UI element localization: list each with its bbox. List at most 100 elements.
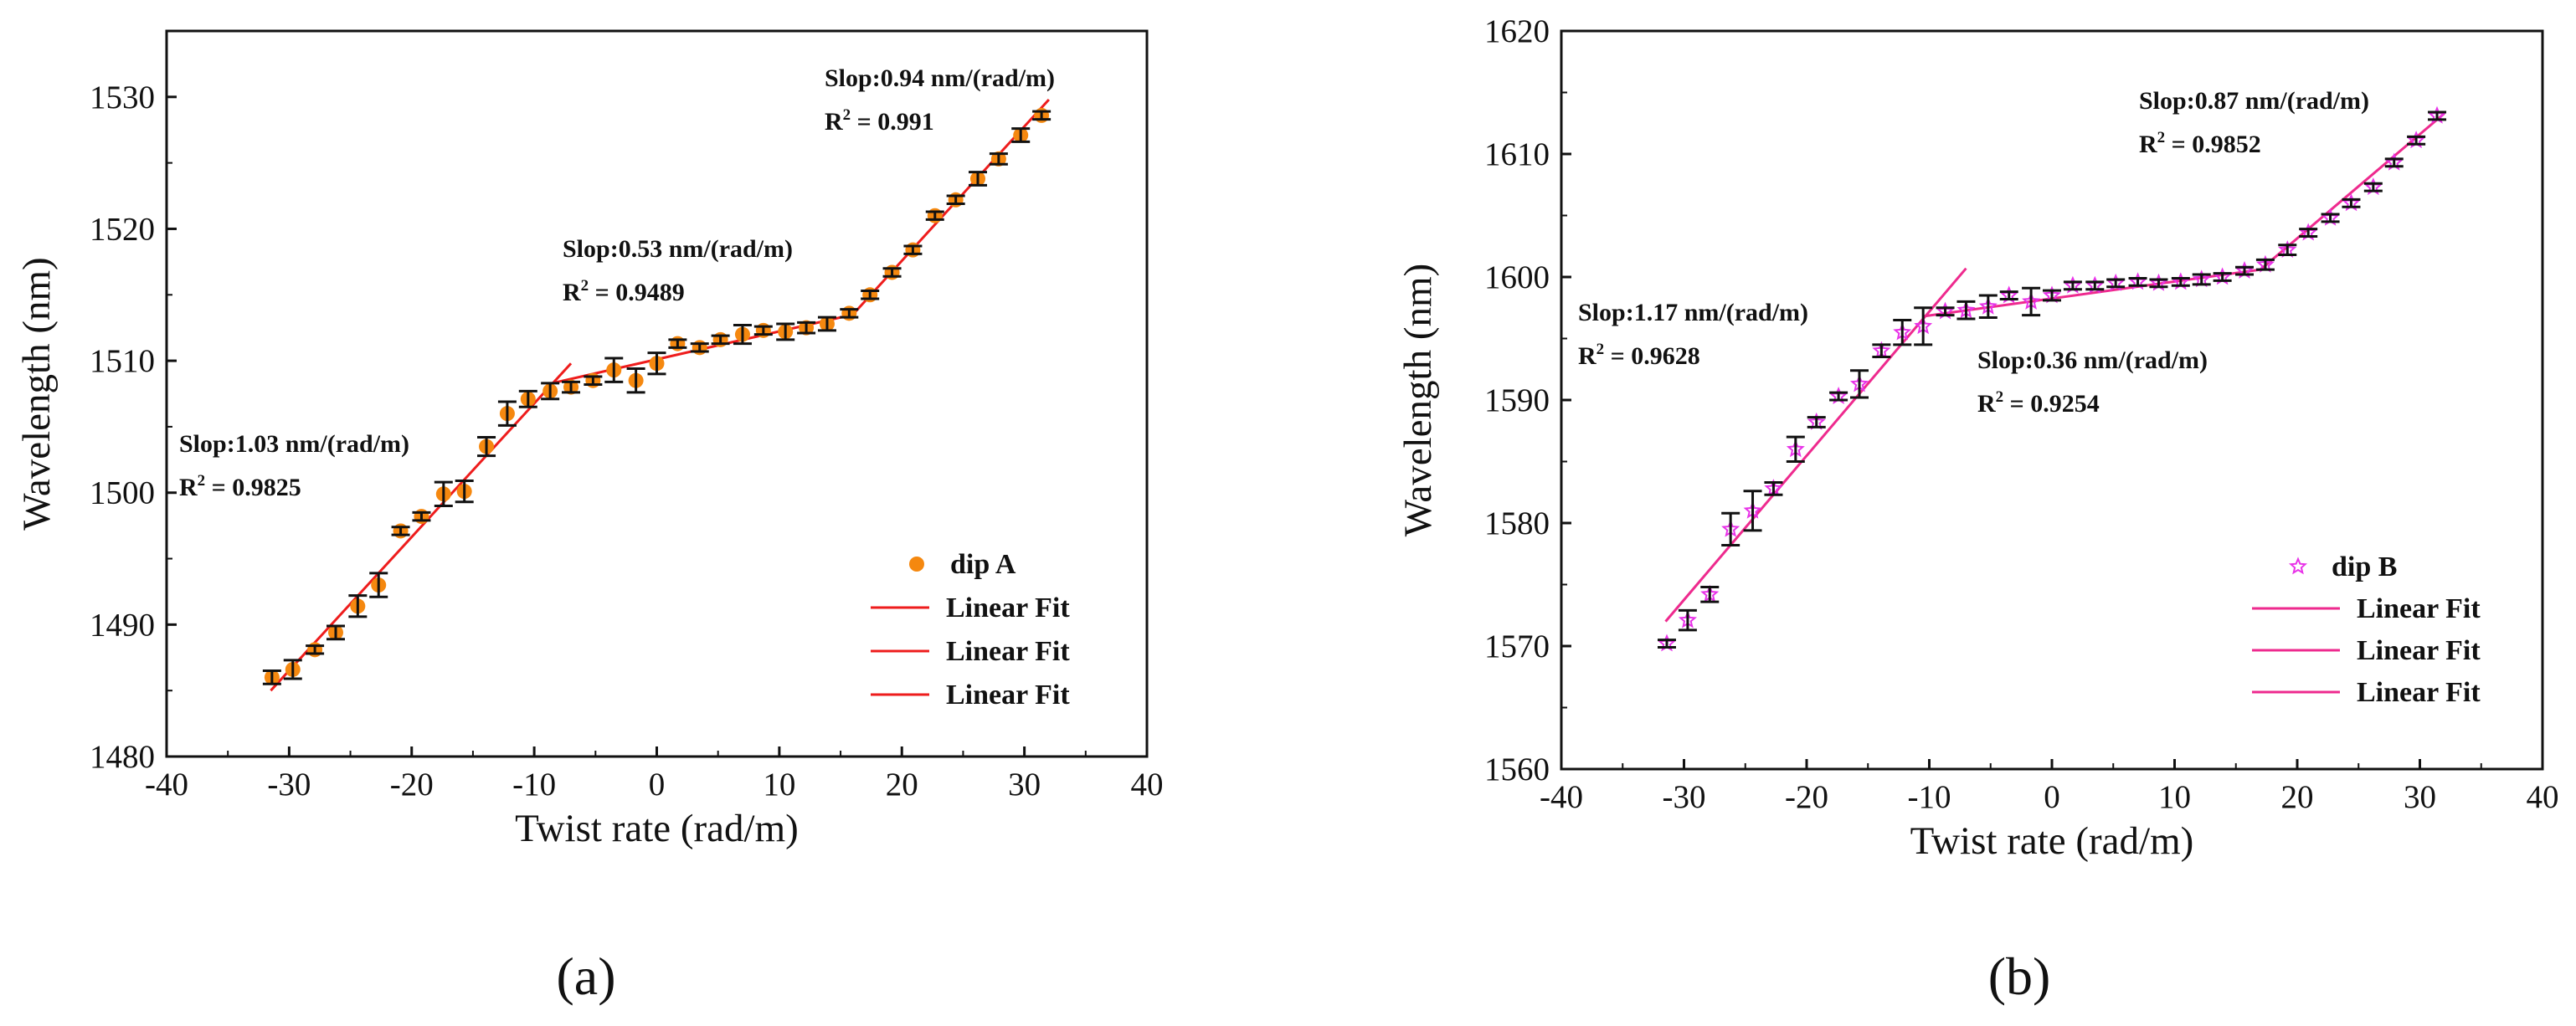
data-point <box>626 367 645 394</box>
data-point <box>326 624 345 641</box>
r-squared-superscript: 2 <box>581 277 589 295</box>
data-point <box>518 389 537 408</box>
x-tick-label: 20 <box>2281 779 2314 815</box>
data-point <box>1936 301 1955 320</box>
data-point <box>412 509 431 525</box>
r-squared-symbol: R <box>825 108 843 136</box>
r-squared-annotation: R2 = 0.9825 <box>179 472 301 501</box>
data-point <box>1872 341 1891 359</box>
data-point <box>2106 273 2126 291</box>
linear-fit-line-1 <box>1664 267 1967 623</box>
data-point <box>2406 131 2426 149</box>
r-squared-annotation: R2 = 0.9628 <box>1578 341 1700 370</box>
data-point <box>1032 107 1051 123</box>
data-point <box>1657 634 1676 652</box>
r-squared-value: = 0.9254 <box>2003 390 2100 418</box>
x-tick-label: 10 <box>2158 779 2191 815</box>
data-point <box>477 436 496 458</box>
slope-annotation: Slop:0.36 nm/(rad/m) <box>1977 346 2208 374</box>
data-point <box>262 669 281 685</box>
x-axis-title: Twist rate (rad/m) <box>1910 819 2194 863</box>
data-point <box>2363 177 2383 196</box>
y-tick-label: 1520 <box>90 211 155 247</box>
data-point <box>1678 608 1698 632</box>
data-point <box>817 315 836 332</box>
data-point <box>434 480 453 507</box>
data-point <box>2384 152 2404 171</box>
data-point <box>903 242 923 258</box>
data-point <box>882 264 902 280</box>
y-tick-label: 1530 <box>90 80 155 115</box>
r-squared-annotation: R2 = 0.9489 <box>563 277 685 306</box>
x-tick-label: 40 <box>2527 779 2559 815</box>
x-axis-title: Twist rate (rad/m) <box>515 807 799 850</box>
data-point <box>1807 412 1826 430</box>
r-squared-superscript: 2 <box>843 106 851 124</box>
r-squared-symbol: R <box>1977 390 1996 418</box>
data-point <box>861 287 880 303</box>
data-point <box>2234 260 2255 280</box>
slope-annotation: Slop:0.87 nm/(rad/m) <box>2139 87 2369 115</box>
x-tick-label: 0 <box>2044 779 2060 815</box>
data-point <box>562 379 581 395</box>
legend-label: Linear Fit <box>2357 593 2481 624</box>
data-point <box>647 351 666 376</box>
y-tick-label: 1590 <box>1484 382 1550 418</box>
data-point <box>776 322 795 341</box>
y-tick-label: 1610 <box>1484 136 1550 172</box>
r-squared-value: = 0.9489 <box>589 279 685 306</box>
r-squared-superscript: 2 <box>1597 341 1605 358</box>
x-tick-label: -10 <box>1908 779 1951 815</box>
legend-label: Linear Fit <box>946 680 1070 711</box>
data-point <box>1978 294 1998 320</box>
x-tick-label: -40 <box>145 767 188 803</box>
r-squared-annotation: R2 = 0.9254 <box>1977 388 2100 418</box>
data-point <box>2342 193 2361 212</box>
y-tick-label: 1510 <box>90 343 155 379</box>
data-point <box>2299 223 2318 241</box>
chart-panel-a: -40 -30 -20 -10 0 10 20 30 40 1480 1490 1500 1510 152… <box>15 29 1164 1006</box>
r-squared-symbol: R <box>179 474 198 501</box>
legend-marker <box>909 557 924 572</box>
x-tick-label: 0 <box>649 767 666 803</box>
legend-marker <box>2288 557 2308 575</box>
data-point <box>989 151 1008 167</box>
data-point <box>797 320 816 336</box>
data-point <box>541 382 560 401</box>
y-tick-label: 1480 <box>90 739 155 775</box>
slope-annotation: Slop:0.94 nm/(rad/m) <box>825 64 1055 92</box>
data-point <box>604 357 624 383</box>
data-point <box>1721 511 1740 546</box>
r-squared-value: = 0.9852 <box>2165 131 2261 158</box>
data-point <box>497 400 517 427</box>
x-tick-label: -40 <box>1540 779 1583 815</box>
y-tick-label: 1570 <box>1484 628 1550 664</box>
r-squared-superscript: 2 <box>1996 388 2004 406</box>
r-squared-value: = 0.9825 <box>205 474 301 501</box>
r-squared-annotation: R2 = 0.9852 <box>2139 129 2261 158</box>
data-point <box>2149 273 2168 291</box>
linear-fit-line-3 <box>2260 112 2445 271</box>
x-tick-label: -20 <box>390 767 434 803</box>
data-point <box>733 324 752 346</box>
data-point <box>690 340 709 356</box>
data-point <box>306 642 325 658</box>
data-point <box>1011 127 1031 143</box>
data-point <box>753 322 773 338</box>
data-point <box>1999 285 2018 304</box>
chart-panel-b: -40 -30 -20 -10 0 10 20 30 40 1560 1570 1580 1590 160… <box>1396 13 2559 1006</box>
x-tick-label: 30 <box>1008 767 1041 803</box>
x-tick-label: -30 <box>1663 779 1706 815</box>
y-tick-label: 1490 <box>90 607 155 643</box>
data-point <box>1764 479 1783 497</box>
r-squared-value: = 0.991 <box>851 108 934 136</box>
data-point <box>840 305 859 321</box>
r-squared-symbol: R <box>1578 342 1597 370</box>
legend: dip A Linear Fit Linear Fit Linear Fit <box>871 549 1070 711</box>
y-axis-title: Wavelength (nm) <box>1396 264 1440 536</box>
data-point <box>2278 240 2297 259</box>
data-point <box>1700 584 1720 603</box>
data-point <box>584 372 603 388</box>
data-point <box>946 192 965 208</box>
